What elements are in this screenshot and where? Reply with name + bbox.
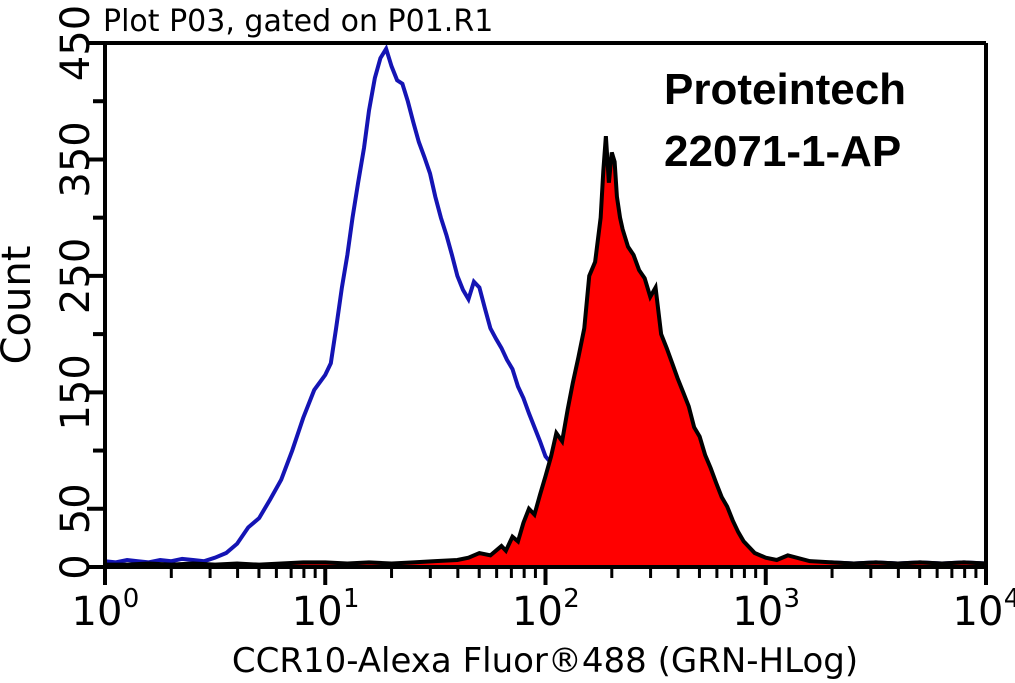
y-tick-label-350: 350 [53,121,99,197]
y-tick-labels: 0 50 150 250 350 450 [53,5,99,580]
x-tick-label-mantissa-4: 10 [953,589,1004,635]
x-tick-label-exponent-3: 3 [783,584,800,614]
x-tick-label-exponent-2: 2 [563,584,580,614]
x-tick-label-exponent-0: 0 [123,584,140,614]
plot-title: Plot P03, gated on P01.R1 [103,4,493,39]
axis-ticks [87,41,988,585]
x-tick-label-exponent-1: 1 [343,584,360,614]
y-tick-label-150: 150 [53,354,99,430]
x-tick-label-mantissa-2: 10 [512,589,563,635]
watermark-brand: Proteintech [664,65,906,114]
y-tick-label-50: 50 [53,483,99,534]
x-axis-title: CCR10-Alexa Fluor®488 (GRN-HLog) [232,641,858,681]
x-tick-labels: 10 0 10 1 10 2 10 3 10 4 [72,584,1015,635]
y-tick-label-450: 450 [53,5,99,81]
y-tick-label-0: 0 [53,554,99,579]
series-CCR10-Alexa-Fluor-488 [105,136,987,567]
series-line-CCR10-Alexa-Fluor-488 [105,136,987,567]
y-tick-label-250: 250 [53,238,99,314]
watermark-catalog-number: 22071-1-AP [664,127,901,176]
x-tick-label-mantissa-1: 10 [292,589,343,635]
series-layer [104,44,987,567]
x-tick-label-mantissa-3: 10 [732,589,783,635]
x-tick-label-exponent-4: 4 [1004,584,1015,614]
y-axis-title: Count [0,246,40,365]
x-tick-label-mantissa-0: 10 [72,589,123,635]
